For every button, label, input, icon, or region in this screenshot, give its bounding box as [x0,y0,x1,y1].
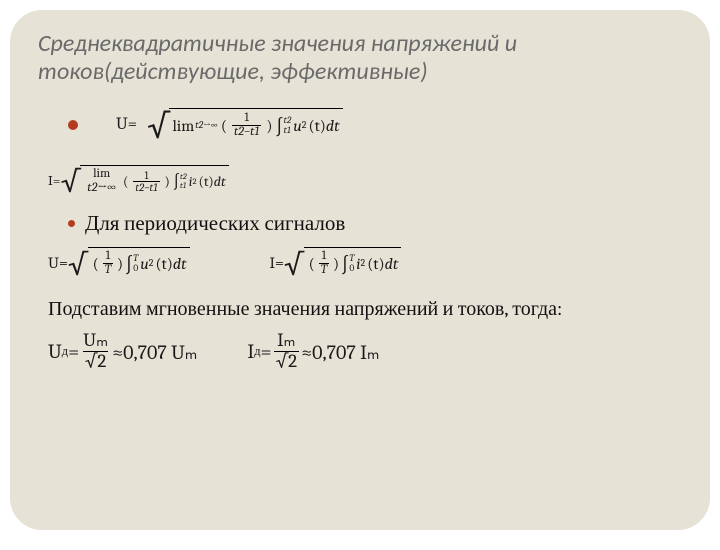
bullet-icon [68,220,75,227]
formula-i-general-row: I= √ limt2→∞ ( 1t2−t1 ) ∫ t2t1 i2 (t) [48,157,682,205]
rms-i-lead: I [247,340,254,363]
rms-result-row: Uд = Uₘ √2 ≈0,707 Uₘ Iд = Iₘ √2 ≈0,707 I… [48,328,682,376]
rms-u-den: √2 [83,351,108,372]
rms-u-eq: = [68,340,79,363]
rms-i-approx: ≈0,707 Iₘ [301,340,379,364]
periodic-label-row: Для периодических сигналов [38,211,682,236]
rms-u-num: Uₘ [81,331,110,351]
rms-u-lead: U [48,340,62,363]
i-general-formula: √ limt2→∞ ( 1t2−t1 ) ∫ t2t1 i2 (t)dt [61,165,229,195]
slide-title: Среднеквадратичные значения напряжений и… [38,30,682,87]
slide: Среднеквадратичные значения напряжений и… [10,10,710,530]
u-periodic-lead: U= [48,254,68,272]
rms-i-formula: Iд = Iₘ √2 ≈0,707 Iₘ [247,331,379,372]
u-general-formula: √ limt2→∞ ( 1t2−t1 ) ∫ t2t1 u2 (t)dt [147,108,342,142]
u-periodic-formula: U= √ ( 1T ) ∫ T0 u2 (t)dt [48,247,190,278]
rms-u-approx: ≈0,707 Uₘ [112,340,197,364]
slide-body: U= √ limt2→∞ ( 1t2−t1 ) ∫ t2t1 u2 (t) [38,97,682,376]
rms-u-formula: Uд = Uₘ √2 ≈0,707 Uₘ [48,331,197,372]
periodic-label: Для периодических сигналов [85,211,345,236]
substitute-text: Подставим мгновенные значения напряжений… [48,296,648,322]
rms-i-num: Iₘ [275,331,297,351]
bullet-icon [68,120,78,130]
periodic-formula-row: U= √ ( 1T ) ∫ T0 u2 (t)dt [48,240,682,286]
i-periodic-formula: I= √ ( 1T ) ∫ T0 i2 (t)dt [270,247,402,278]
u-general-lead: U= [116,115,137,134]
i-general-lead: I= [48,172,61,189]
rms-i-eq: = [261,340,272,363]
rms-i-den: √2 [274,351,299,372]
i-periodic-lead: I= [270,254,284,272]
formula-u-general-row: U= √ limt2→∞ ( 1t2−t1 ) ∫ t2t1 u2 (t) [68,97,682,153]
